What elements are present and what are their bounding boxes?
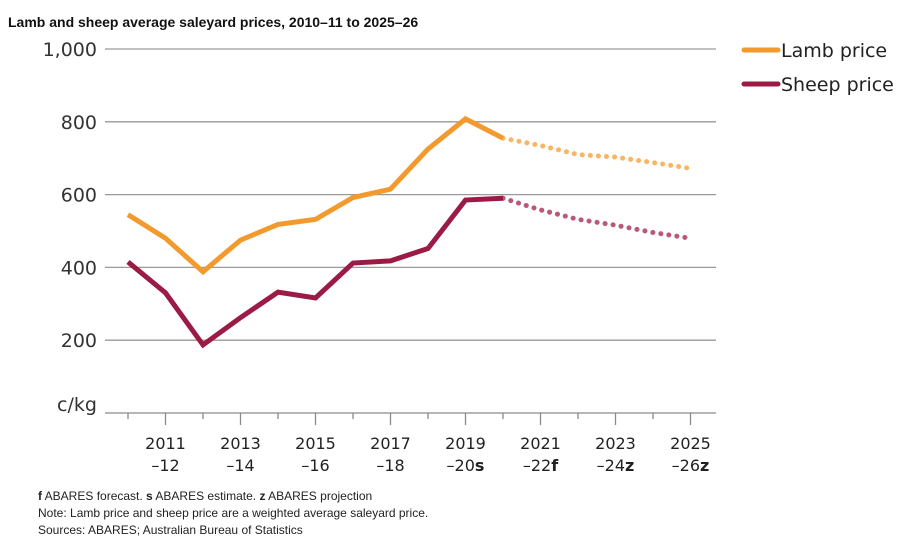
x-tick-label-year: 2025 [670, 434, 711, 453]
chart-title: Lamb and sheep average saleyard prices, … [8, 14, 418, 30]
y-tick-label: 1,000 [43, 39, 97, 61]
x-tick-suffix: s [475, 456, 485, 475]
series-line-sheep-actual [126, 195, 504, 349]
x-tick-label-year: 2019 [445, 434, 486, 453]
footnote-z-text: ABARES projection [265, 489, 372, 503]
x-tick-label-year: 2023 [595, 434, 636, 453]
legend-label-lamb: Lamb price [781, 40, 887, 62]
series-line-lamb-actual [126, 115, 505, 276]
x-tick-label-year: 2015 [295, 434, 336, 453]
gridlines [105, 48, 716, 341]
footnote-f-text: ABARES forecast. [42, 489, 146, 503]
x-tick-label-period: –18 [376, 456, 404, 475]
footnotes: f ABARES forecast. s ABARES estimate. z … [38, 489, 428, 537]
y-tick-label: 200 [61, 330, 97, 352]
y-tick-label: 800 [61, 112, 97, 134]
x-tick-label-period: –14 [226, 456, 254, 475]
footnote-s-text: ABARES estimate. [153, 489, 260, 503]
x-tick-suffix: f [551, 456, 559, 475]
x-tick-label-period: –22f [523, 456, 559, 475]
x-tick-label-year: 2017 [370, 434, 411, 453]
x-tick-label-period: –12 [151, 456, 179, 475]
y-tick-label: 600 [61, 185, 97, 207]
legend: Lamb price Sheep price [741, 40, 894, 96]
footnote-s-marker: s [146, 489, 153, 503]
x-tick-label-year: 2011 [145, 434, 186, 453]
x-tick-label-period: –26z [672, 456, 710, 475]
series-line-sheep-projected [500, 195, 693, 241]
footnote-projection-markers: f ABARES forecast. s ABARES estimate. z … [38, 489, 372, 503]
footnote-note: Note: Lamb price and sheep price are a w… [38, 506, 428, 520]
footnote-f-marker: f [38, 489, 43, 503]
series-line-lamb-projected [500, 135, 693, 171]
footnote-sources: Sources: ABARES; Australian Bureau of St… [38, 523, 303, 537]
series-lines [126, 115, 693, 349]
footnote-z-marker: z [259, 489, 265, 503]
x-tick-label-period: –16 [301, 456, 329, 475]
x-tick-label-period: –24z [597, 456, 635, 475]
x-tick-label-year: 2021 [520, 434, 561, 453]
y-tick-label: 400 [61, 257, 97, 279]
x-axis: 2011 –12 2013 –14 2015 –16 2017 –18 2019 –20s 2021… [105, 412, 716, 475]
x-tick-suffix: z [700, 456, 709, 475]
x-tick-suffix: z [625, 456, 634, 475]
x-tick-label-period: –20s [447, 456, 485, 475]
legend-label-sheep: Sheep price [781, 74, 894, 96]
y-axis-label: c/kg [57, 394, 97, 416]
x-tick-label-year: 2013 [220, 434, 261, 453]
y-axis-ticks: 200 400 600 800 1,000 [43, 39, 97, 352]
